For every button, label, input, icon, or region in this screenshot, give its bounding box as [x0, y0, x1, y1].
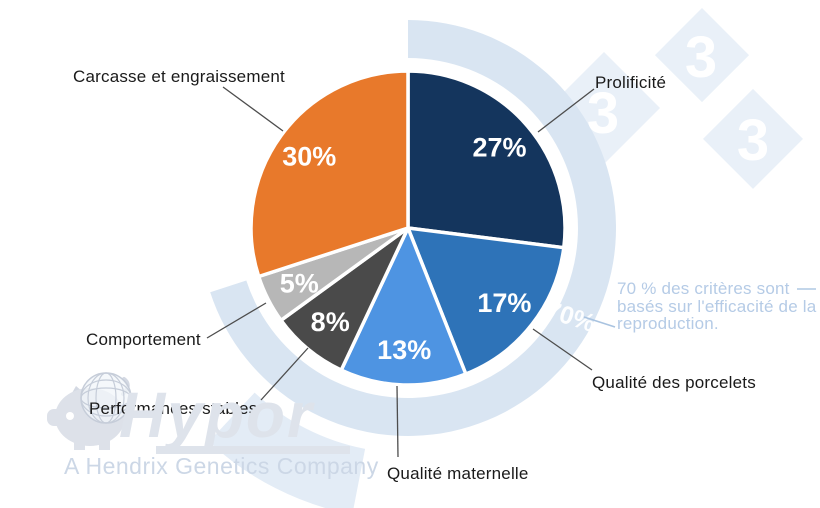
pie-percent-label-5: 30% [282, 141, 336, 171]
label-porcelets: Qualité des porcelets [592, 373, 756, 392]
diamond-shape [654, 8, 750, 103]
label-maternelle: Qualité maternelle [387, 464, 529, 483]
label-prolificite: Prolificité [595, 73, 667, 92]
label-performances: Performances stables [89, 399, 258, 418]
pig333-digit: 3 [737, 108, 769, 173]
hypor-tagline: A Hendrix Genetics Company [64, 453, 379, 479]
label-carcasse: Carcasse et engraissement [73, 67, 285, 86]
hypor-pig-globe-icon [47, 372, 132, 450]
pie-percent-label-4: 5% [280, 268, 319, 298]
pie-slice-5 [249, 69, 410, 279]
leader-line-carcasse [222, 86, 284, 132]
pig333-digit: 3 [587, 81, 619, 146]
leader-line-ring-note [583, 316, 616, 328]
pie-percent-label-2: 13% [377, 335, 431, 365]
hypor-logo-underline [156, 446, 350, 454]
pig333-digit: 3 [685, 25, 717, 90]
leader-line-maternelle [396, 385, 399, 458]
hypor-logo-text: Hypor [119, 379, 314, 451]
pie-slice-1 [406, 226, 566, 376]
ring-note-text: 70 % des critères sont basés sur l'effic… [617, 279, 817, 333]
leader-line-comportement [206, 302, 267, 339]
pie-slice-0 [406, 69, 567, 250]
pie-percent-label-1: 17% [477, 288, 531, 318]
leader-line-performances [260, 347, 309, 401]
pie-percent-label-3: 8% [311, 307, 350, 337]
leader-lines [206, 86, 595, 458]
leader-line-prolificite [537, 88, 595, 133]
leader-line-porcelets [532, 328, 593, 371]
pie-slice-2 [339, 226, 468, 387]
label-comportement: Comportement [86, 330, 201, 349]
pie-percent-labels: 27% 17% 13% 8% 5% 30% [280, 132, 532, 365]
pie-percent-label-0: 27% [472, 132, 526, 162]
